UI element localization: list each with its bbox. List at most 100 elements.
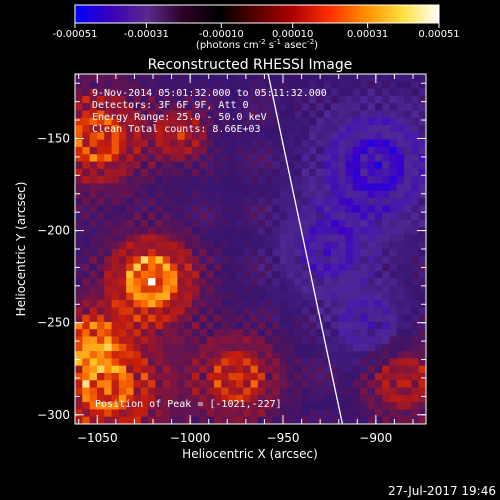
heatmap-cell: [338, 307, 346, 316]
heatmap-cell: [133, 336, 142, 345]
heatmap-cell: [352, 351, 361, 359]
heatmap-cell: [279, 234, 288, 243]
heatmap-cell: [140, 314, 149, 323]
heatmap-cell: [250, 256, 259, 264]
heatmap-cell: [206, 380, 215, 388]
heatmap-cell: [148, 74, 156, 82]
heatmap-cell: [367, 292, 376, 301]
heatmap-cell: [265, 205, 273, 213]
heatmap-cell: [279, 197, 288, 206]
heatmap-cell: [257, 74, 266, 82]
heatmap-cell: [418, 88, 426, 97]
heatmap-cell: [279, 394, 288, 403]
heatmap-cell: [382, 88, 390, 97]
heatmap-cell: [323, 307, 332, 316]
heatmap-cell: [104, 241, 112, 250]
heatmap-cell: [111, 321, 120, 330]
heatmap-cell: [265, 263, 273, 272]
heatmap-cell: [199, 81, 208, 89]
heatmap-cell: [177, 278, 186, 286]
heatmap-cell: [221, 285, 229, 294]
heatmap-cell: [272, 263, 281, 272]
heatmap-cell: [206, 263, 215, 272]
heatmap-cell: [184, 263, 193, 272]
heatmap-cell: [111, 183, 120, 192]
heatmap-cell: [75, 95, 83, 104]
heatmap-cell: [170, 321, 178, 330]
heatmap-cell: [396, 307, 405, 316]
heatmap-cell: [140, 161, 149, 170]
heatmap-cell: [309, 292, 317, 301]
heatmap-cell: [389, 95, 398, 104]
heatmap-cell: [155, 365, 164, 374]
heatmap-cell: [213, 285, 222, 294]
heatmap-cell: [404, 329, 412, 337]
heatmap-cell: [170, 234, 178, 243]
heatmap-cell: [272, 146, 281, 155]
heatmap-cell: [272, 249, 281, 257]
heatmap-cell: [170, 139, 178, 148]
heatmap-cell: [418, 380, 426, 388]
heatmap-cell: [418, 416, 426, 424]
heatmap-cell: [382, 219, 390, 228]
heatmap-cell: [111, 336, 120, 345]
heatmap-cell: [82, 154, 91, 162]
heatmap-cell: [111, 372, 120, 381]
heatmap-cell: [330, 110, 339, 119]
heatmap-cell: [221, 234, 229, 243]
heatmap-cell: [89, 256, 98, 264]
heatmap-cell: [177, 249, 186, 257]
heatmap-cell: [257, 256, 266, 264]
heatmap-cell: [199, 74, 208, 82]
heatmap-cell: [279, 190, 288, 199]
heatmap-cell: [367, 256, 376, 264]
heatmap-cell: [155, 227, 164, 235]
heatmap-cell: [330, 197, 339, 206]
heatmap-cell: [192, 263, 200, 272]
heatmap-cell: [404, 241, 412, 250]
heatmap-cell: [199, 270, 208, 279]
heatmap-cell: [323, 409, 332, 418]
heatmap-cell: [301, 110, 310, 119]
heatmap-cell: [287, 358, 295, 367]
heatmap-cell: [272, 351, 281, 359]
heatmap-cell: [396, 132, 405, 141]
heatmap-cell: [155, 270, 164, 279]
heatmap-cell: [404, 176, 412, 184]
heatmap-cell: [221, 219, 229, 228]
heatmap-cell: [360, 256, 368, 264]
heatmap-cell: [243, 81, 251, 89]
heatmap-cell: [140, 402, 149, 410]
heatmap-cell: [177, 416, 186, 424]
heatmap-cell: [235, 132, 244, 141]
heatmap-cell: [133, 125, 142, 133]
heatmap-cell: [323, 227, 332, 235]
heatmap-cell: [228, 103, 237, 111]
heatmap-cell: [367, 132, 376, 141]
heatmap-cell: [96, 117, 105, 126]
heatmap-cell: [133, 219, 142, 228]
heatmap-cell: [82, 241, 91, 250]
heatmap-cell: [301, 256, 310, 264]
heatmap-cell: [89, 387, 98, 396]
heatmap-cell: [184, 103, 193, 111]
heatmap-cell: [367, 219, 376, 228]
heatmap-cell: [309, 249, 317, 257]
heatmap-cell: [382, 241, 390, 250]
heatmap-cell: [272, 416, 281, 424]
heatmap-cell: [235, 168, 244, 177]
heatmap-cell: [287, 161, 295, 170]
heatmap-cell: [360, 278, 368, 286]
heatmap-cell: [294, 146, 303, 155]
heatmap-cell: [213, 205, 222, 213]
heatmap-cell: [309, 270, 317, 279]
heatmap-cell: [192, 300, 200, 308]
heatmap-cell: [352, 74, 361, 82]
colorbar-tick-label: 0.00051: [418, 29, 459, 40]
heatmap-cell: [316, 139, 325, 148]
heatmap-cell: [396, 358, 405, 367]
heatmap-cell: [418, 321, 426, 330]
heatmap-cell: [192, 329, 200, 337]
heatmap-cell: [404, 263, 412, 272]
heatmap-cell: [360, 329, 368, 337]
